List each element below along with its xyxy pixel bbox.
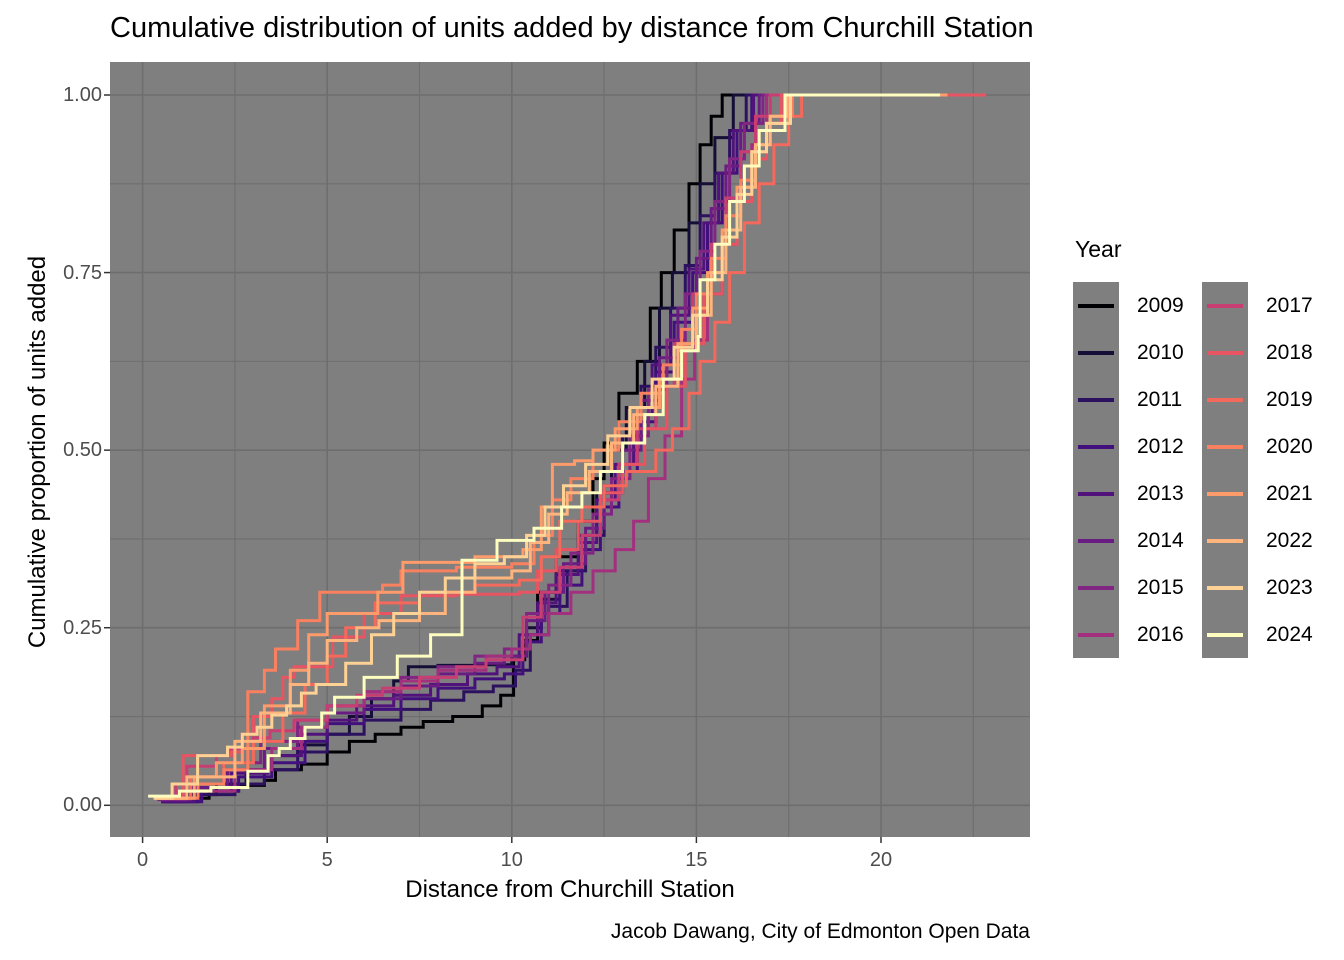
legend-label: 2011: [1137, 388, 1183, 411]
legend-label: 2021: [1266, 482, 1313, 505]
legend: Year 2009 2010 2011 2012 2013 2014 2015 2016 201…: [1073, 236, 1333, 658]
legend-entry-2020: 2020: [1202, 423, 1331, 470]
legend-entry-2023: 2023: [1202, 564, 1331, 611]
legend-key-swatch: [1202, 376, 1248, 423]
legend-key-line: [1207, 350, 1243, 355]
legend-entry-2017: 2017: [1202, 282, 1331, 329]
legend-label: 2018: [1266, 341, 1313, 364]
legend-key-line: [1078, 585, 1114, 590]
legend-entry-2013: 2013: [1073, 470, 1202, 517]
legend-label: 2022: [1266, 529, 1313, 552]
x-tick-label: 15: [685, 849, 708, 871]
legend-key-line: [1078, 444, 1114, 449]
legend-entry-2021: 2021: [1202, 470, 1331, 517]
y-tick-label: 0.00: [63, 794, 102, 817]
x-tick-label: 5: [321, 849, 333, 871]
legend-key-swatch: [1202, 564, 1248, 611]
legend-key-line: [1207, 444, 1243, 449]
legend-key-swatch: [1073, 282, 1119, 329]
ecdf-line-2019: [161, 93, 900, 800]
legend-label: 2012: [1137, 435, 1184, 458]
legend-key-line: [1078, 538, 1114, 543]
legend-columns: 2009 2010 2011 2012 2013 2014 2015 2016 2017 2018…: [1073, 282, 1333, 658]
legend-label: 2010: [1137, 341, 1184, 364]
legend-entry-2022: 2022: [1202, 517, 1331, 564]
legend-label: 2023: [1266, 576, 1313, 599]
legend-label: 2016: [1137, 623, 1184, 646]
legend-entry-2009: 2009: [1073, 282, 1202, 329]
y-tick-label: 1.00: [63, 84, 102, 106]
x-tick-label: 10: [500, 849, 523, 871]
legend-key-swatch: [1202, 423, 1248, 470]
caption: Jacob Dawang, City of Edmonton Open Data: [610, 920, 1030, 943]
legend-key-swatch: [1202, 329, 1248, 376]
legend-key-line: [1078, 350, 1114, 355]
legend-title: Year: [1075, 236, 1122, 262]
legend-key-line: [1078, 303, 1114, 308]
legend-label: 2019: [1266, 388, 1313, 411]
legend-column: 2017 2018 2019 2020 2021 2022 2023 2024: [1202, 282, 1331, 658]
x-axis-title: Distance from Churchill Station: [405, 876, 735, 903]
legend-key-line: [1078, 491, 1114, 496]
legend-key-swatch: [1202, 282, 1248, 329]
legend-entry-2019: 2019: [1202, 376, 1331, 423]
legend-key-swatch: [1073, 517, 1119, 564]
x-tick-label: 0: [137, 849, 149, 871]
legend-key-line: [1207, 538, 1243, 543]
legend-key-line: [1207, 397, 1243, 402]
legend-key-swatch: [1073, 423, 1119, 470]
series-group: [148, 93, 987, 804]
legend-key-line: [1207, 303, 1243, 308]
x-tick-label: 20: [869, 849, 893, 871]
legend-key-line: [1078, 397, 1114, 402]
legend-key-swatch: [1073, 470, 1119, 517]
legend-label: 2014: [1137, 529, 1184, 552]
legend-key-line: [1207, 491, 1243, 496]
legend-key-line: [1078, 632, 1114, 637]
legend-key-swatch: [1073, 376, 1119, 423]
legend-label: 2017: [1266, 294, 1313, 317]
legend-label: 2024: [1266, 623, 1313, 646]
legend-entry-2010: 2010: [1073, 329, 1202, 376]
legend-key-line: [1207, 632, 1243, 637]
legend-entry-2024: 2024: [1202, 611, 1331, 658]
legend-entry-2014: 2014: [1073, 517, 1202, 564]
legend-label: 2013: [1137, 482, 1184, 505]
legend-key-line: [1207, 585, 1243, 590]
chart-title: Cumulative distribution of units added b…: [110, 12, 1034, 44]
ecdf-line-2024: [148, 93, 941, 798]
legend-entry-2018: 2018: [1202, 329, 1331, 376]
legend-label: 2020: [1266, 435, 1313, 458]
y-tick-label: 0.50: [63, 439, 102, 462]
legend-key-swatch: [1073, 564, 1119, 611]
legend-label: 2009: [1137, 294, 1184, 317]
legend-key-swatch: [1202, 611, 1248, 658]
legend-key-swatch: [1202, 470, 1248, 517]
legend-entry-2016: 2016: [1073, 611, 1202, 658]
legend-column: 2009 2010 2011 2012 2013 2014 2015 2016: [1073, 282, 1202, 658]
legend-entry-2012: 2012: [1073, 423, 1202, 470]
y-tick-label: 0.75: [63, 261, 102, 284]
legend-key-swatch: [1073, 329, 1119, 376]
legend-key-swatch: [1073, 611, 1119, 658]
legend-key-swatch: [1202, 517, 1248, 564]
y-tick-label: 0.25: [63, 616, 102, 639]
legend-label: 2015: [1137, 576, 1184, 599]
legend-entry-2015: 2015: [1073, 564, 1202, 611]
legend-entry-2011: 2011: [1073, 376, 1202, 423]
